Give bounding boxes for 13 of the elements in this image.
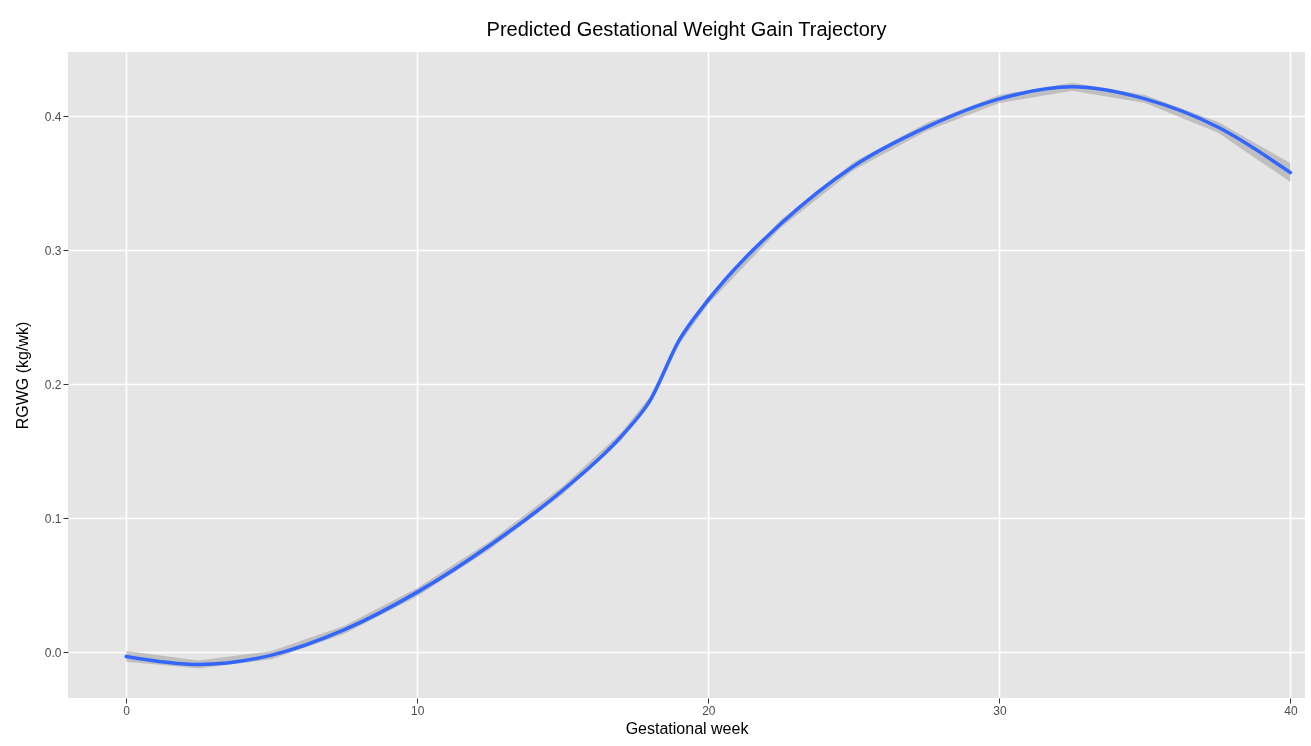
x-tick-label: 10 bbox=[411, 703, 425, 718]
y-axis-title: RGWG (kg/wk) bbox=[13, 321, 31, 430]
x-tick-label: 20 bbox=[702, 703, 716, 718]
x-tick-label: 40 bbox=[1284, 703, 1298, 718]
y-tick-label: 0.2 bbox=[44, 377, 62, 392]
x-axis-title: Gestational week bbox=[625, 719, 750, 737]
y-tick-label: 0.0 bbox=[44, 645, 62, 660]
y-tick-label: 0.3 bbox=[44, 243, 62, 258]
chart-title: Predicted Gestational Weight Gain Trajectory bbox=[486, 18, 887, 40]
y-tick-label: 0.4 bbox=[44, 109, 62, 124]
x-tick-label: 30 bbox=[993, 703, 1007, 718]
x-tick-label: 0 bbox=[123, 703, 131, 718]
y-tick-label: 0.1 bbox=[44, 511, 62, 526]
